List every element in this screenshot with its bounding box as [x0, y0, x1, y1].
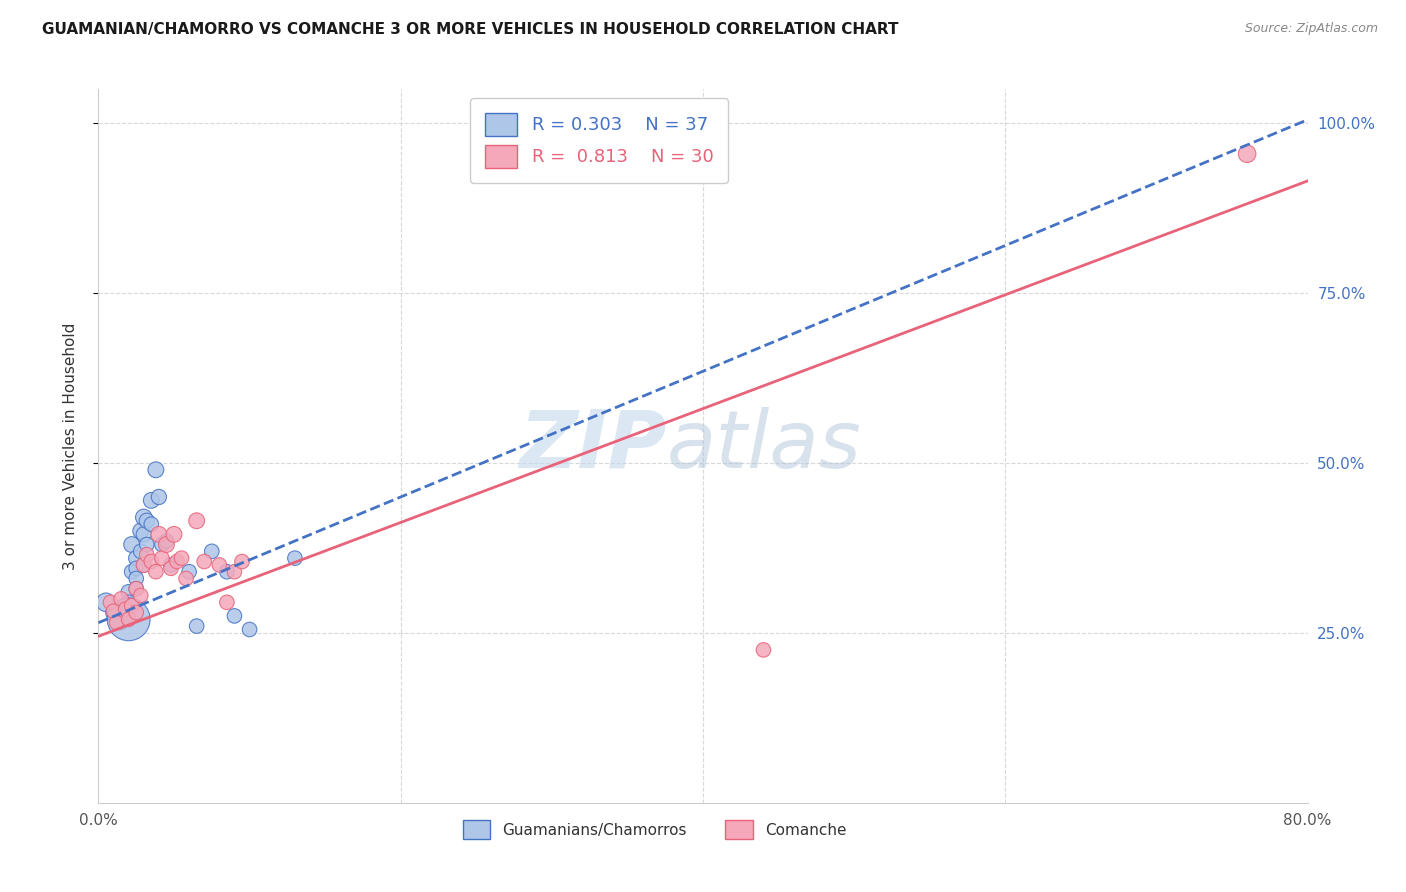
Point [114, 608, 136, 623]
Point [135, 548, 157, 562]
Point [141, 517, 163, 532]
Point [145, 463, 167, 477]
Point [224, 565, 246, 579]
Point [201, 544, 224, 558]
Point [141, 493, 163, 508]
Point [103, 604, 125, 618]
Point [121, 537, 143, 551]
Point [118, 585, 141, 599]
Point [132, 558, 155, 572]
Point [160, 558, 183, 572]
Point [150, 551, 173, 566]
Point [121, 565, 143, 579]
Point [129, 589, 152, 603]
Point [150, 537, 173, 551]
Point [135, 514, 157, 528]
Point [160, 561, 183, 575]
Legend: Guamanians/Chamorros, Comanche: Guamanians/Chamorros, Comanche [457, 814, 852, 845]
Point [163, 527, 186, 541]
Point [215, 565, 238, 579]
Point [141, 555, 163, 569]
Point [114, 602, 136, 616]
Point [103, 606, 125, 620]
Point [186, 514, 208, 528]
Point [215, 595, 238, 609]
Point [132, 527, 155, 541]
Point [224, 608, 246, 623]
Point [121, 599, 143, 613]
Point [186, 619, 208, 633]
Point [284, 551, 307, 566]
Y-axis label: 3 or more Vehicles in Household: 3 or more Vehicles in Household [63, 322, 77, 570]
Point [100, 595, 122, 609]
Point [145, 565, 167, 579]
Point [132, 510, 155, 524]
Point [125, 606, 148, 620]
Point [208, 558, 231, 572]
Point [129, 524, 152, 538]
Point [114, 599, 136, 613]
Point [132, 558, 155, 572]
Point [752, 643, 775, 657]
Text: atlas: atlas [666, 407, 862, 485]
Point [110, 591, 132, 606]
Point [125, 561, 148, 575]
Point [135, 537, 157, 551]
Point [125, 551, 148, 566]
Text: GUAMANIAN/CHAMORRO VS COMANCHE 3 OR MORE VEHICLES IN HOUSEHOLD CORRELATION CHART: GUAMANIAN/CHAMORRO VS COMANCHE 3 OR MORE… [42, 22, 898, 37]
Text: ZIP: ZIP [519, 407, 666, 485]
Point [170, 551, 193, 566]
Point [174, 572, 197, 586]
Point [118, 595, 141, 609]
Point [118, 612, 141, 626]
Point [1236, 146, 1258, 161]
Point [125, 582, 148, 596]
Point [179, 565, 201, 579]
Point [110, 615, 132, 630]
Point [125, 572, 148, 586]
Point [129, 544, 152, 558]
Point [148, 490, 170, 504]
Point [105, 612, 128, 626]
Point [155, 534, 177, 549]
Point [155, 537, 177, 551]
Point [193, 555, 215, 569]
Text: Source: ZipAtlas.com: Source: ZipAtlas.com [1244, 22, 1378, 36]
Point [94, 595, 117, 609]
Point [118, 612, 141, 626]
Point [239, 623, 262, 637]
Point [148, 527, 170, 541]
Point [125, 582, 148, 596]
Point [231, 555, 253, 569]
Point [166, 555, 188, 569]
Point [105, 615, 128, 630]
Point [110, 602, 132, 616]
